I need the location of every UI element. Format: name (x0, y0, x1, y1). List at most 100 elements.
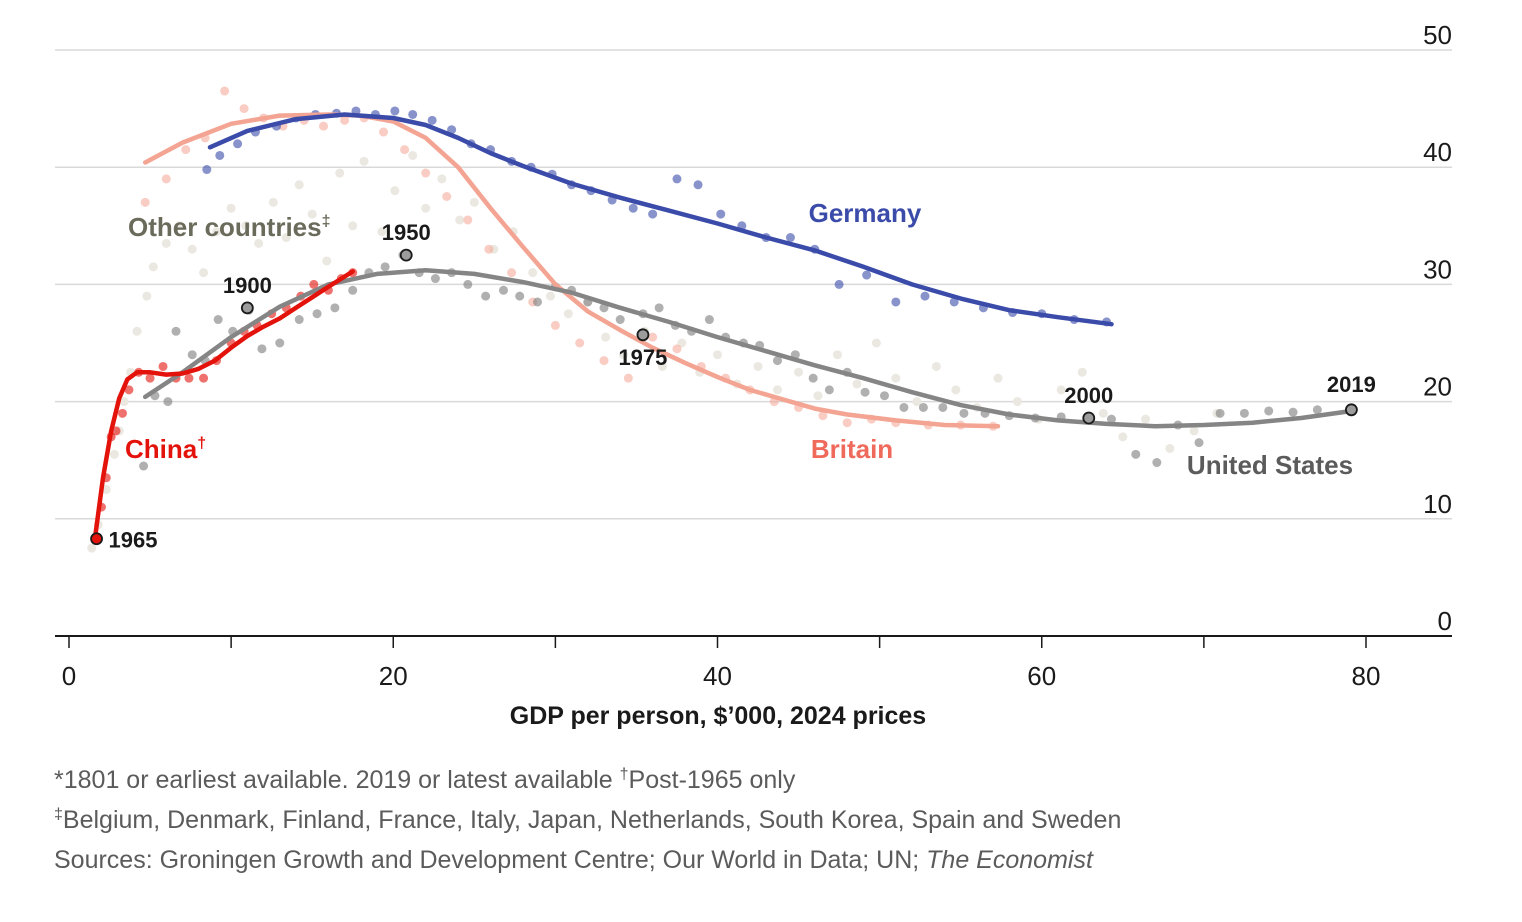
point-united-states-2 (163, 397, 173, 407)
point-other-countries-57 (951, 385, 961, 395)
point-other-countries-65 (1118, 432, 1128, 442)
point-other-countries-5 (119, 397, 129, 407)
year-label-2000: 2000 (1064, 383, 1113, 408)
point-united-states-55 (1106, 414, 1116, 424)
point-united-states-32 (654, 303, 664, 313)
year-marker-2019 (1345, 403, 1358, 417)
point-united-states-4 (187, 350, 197, 360)
grid (55, 49, 1452, 520)
point-britain-0 (140, 197, 150, 207)
x-tick-label-80: 80 (1352, 661, 1381, 691)
point-china-12 (199, 373, 209, 383)
footnote-sources: Sources: Groningen Growth and Developmen… (54, 846, 1093, 874)
point-other-countries-8 (142, 291, 152, 301)
point-other-countries-16 (241, 221, 251, 231)
point-britain-32 (842, 418, 852, 428)
point-other-countries-49 (794, 367, 804, 377)
point-other-countries-24 (348, 221, 358, 231)
point-other-countries-37 (563, 309, 573, 319)
series-label-germany: Germany (809, 198, 922, 228)
year-marker-2000 (1082, 411, 1096, 425)
series-labels: Other countries‡ Germany Britain United Sta… (125, 198, 1353, 480)
point-other-countries-53 (871, 338, 881, 348)
point-germany-34 (920, 291, 930, 301)
point-other-countries-67 (1165, 443, 1175, 453)
point-other-countries-36 (546, 291, 556, 301)
point-other-countries-52 (852, 379, 862, 389)
point-united-states-62 (1264, 406, 1274, 416)
point-britain-4 (220, 86, 230, 96)
point-germany-33 (891, 297, 901, 307)
point-britain-20 (550, 320, 560, 330)
point-britain-2 (181, 145, 191, 155)
point-other-countries-56 (931, 361, 941, 371)
point-united-states-23 (498, 285, 508, 295)
point-germany-12 (427, 115, 437, 125)
point-united-states-30 (615, 315, 625, 325)
point-other-countries-55 (912, 397, 922, 407)
point-other-countries-63 (1077, 367, 1087, 377)
year-markers: 1965 1900 1950 1975 2000 2019 (90, 220, 1376, 553)
point-united-states-25 (533, 297, 543, 307)
point-other-countries-23 (335, 168, 345, 178)
point-china-5 (118, 408, 128, 418)
point-germany-2 (233, 139, 243, 149)
point-china-8 (145, 373, 155, 383)
series-label-united-states: United States (1187, 450, 1353, 480)
axes: 0 10 20 30 40 50 0 20 40 60 80 GDP per person, $’00… (55, 20, 1452, 730)
point-germany-25 (693, 180, 703, 190)
point-united-states-10 (275, 338, 285, 348)
y-tick-label-30: 30 (1423, 254, 1452, 284)
point-other-countries-47 (753, 361, 763, 371)
point-other-countries-59 (993, 373, 1003, 383)
footnote-1: *1801 or earliest available. 2019 or lat… (54, 766, 796, 794)
point-other-countries-18 (268, 197, 278, 207)
point-united-states-47 (918, 402, 928, 412)
point-united-states-16 (380, 262, 390, 272)
point-germany-13 (447, 125, 457, 135)
point-britain-9 (319, 121, 329, 131)
point-britain-12 (379, 127, 389, 137)
point-other-countries-66 (1141, 414, 1151, 424)
point-other-countries-35 (528, 268, 538, 278)
point-other-countries-64 (1098, 408, 1108, 418)
point-united-states-49 (959, 408, 969, 418)
point-other-countries-29 (421, 203, 431, 213)
point-britain-23 (623, 373, 633, 383)
point-germany-26 (716, 209, 726, 219)
point-other-countries-54 (891, 373, 901, 383)
point-other-countries-50 (813, 391, 823, 401)
x-tick-label-0: 0 (62, 661, 76, 691)
point-britain-16 (463, 215, 473, 225)
point-other-countries-42 (657, 361, 667, 371)
point-united-states-35 (704, 315, 714, 325)
series-label-china: China† (125, 434, 206, 464)
point-united-states-41 (808, 373, 818, 383)
point-other-countries-9 (148, 262, 158, 272)
point-china-20 (309, 279, 319, 289)
point-united-states-45 (879, 391, 889, 401)
point-other-countries-39 (601, 332, 611, 342)
trend-line-germany (207, 112, 1114, 327)
point-other-countries-26 (377, 227, 387, 237)
point-britain-15 (442, 192, 452, 201)
point-other-countries-20 (294, 180, 304, 190)
x-tick-label-60: 60 (1027, 661, 1056, 691)
year-label-1975: 1975 (618, 345, 667, 370)
point-germany-32 (862, 270, 872, 280)
point-britain-22 (599, 356, 609, 366)
point-britain-1 (161, 174, 171, 184)
point-other-countries-22 (322, 256, 332, 266)
point-other-countries-17 (254, 238, 264, 248)
point-germany-29 (785, 233, 795, 243)
y-tick-label-0: 0 (1438, 606, 1452, 636)
footnote-2: ‡Belgium, Denmark, Finland, France, Ital… (54, 806, 1122, 834)
point-britain-24 (648, 332, 658, 342)
year-label-1965: 1965 (109, 528, 158, 553)
year-label-2019: 2019 (1327, 372, 1376, 397)
point-germany-10 (390, 106, 400, 116)
point-united-states-0 (139, 461, 149, 471)
series-label-britain: Britain (811, 434, 893, 464)
scatter-points (87, 86, 1322, 553)
point-other-countries-13 (199, 268, 209, 278)
